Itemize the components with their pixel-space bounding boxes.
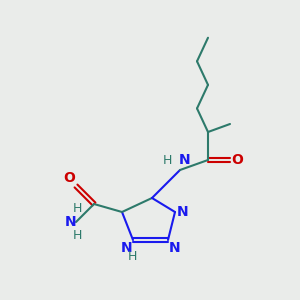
Text: O: O [231,153,243,167]
Text: O: O [63,171,75,185]
Text: N: N [120,241,132,255]
Text: N: N [64,215,76,229]
Text: N: N [179,153,190,167]
Text: H: H [163,154,172,167]
Text: N: N [177,205,189,219]
Text: N: N [169,241,181,255]
Text: H: H [72,202,82,215]
Text: H: H [127,250,137,263]
Text: H: H [72,229,82,242]
